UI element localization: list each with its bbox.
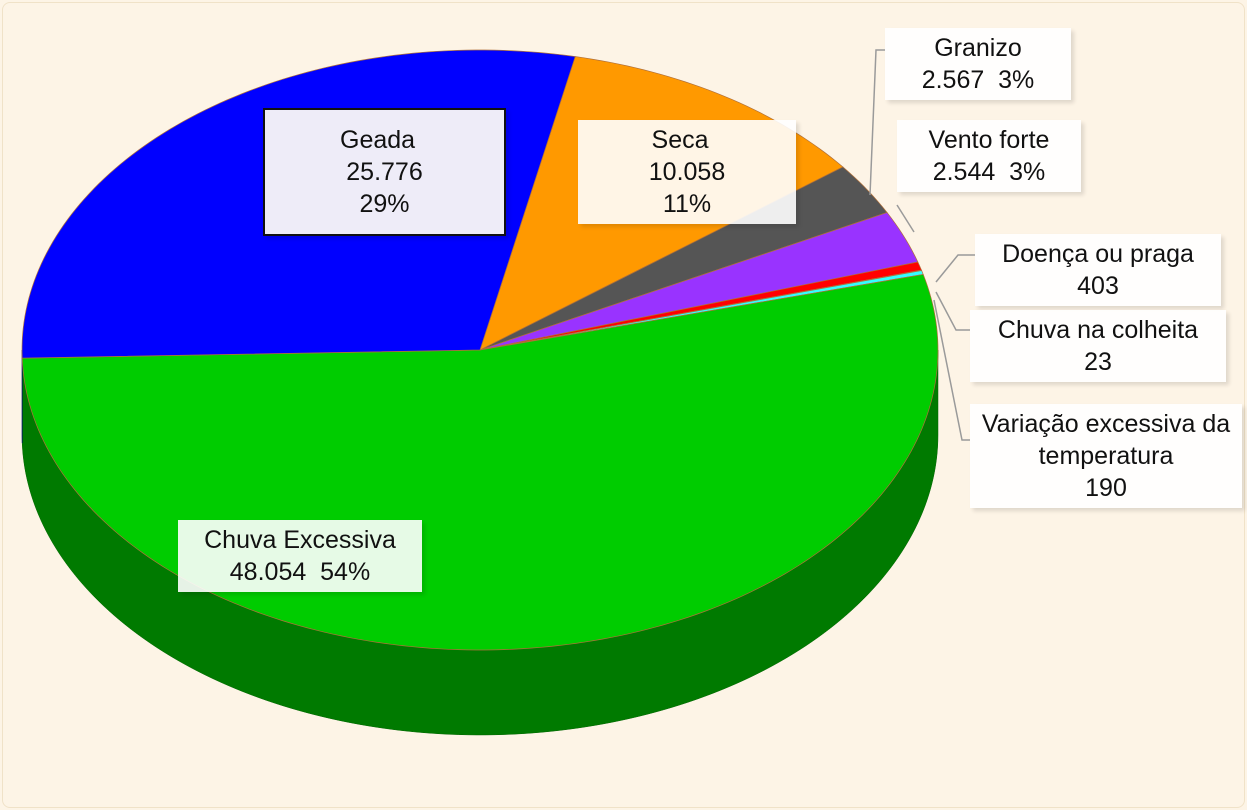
leader-line	[896, 204, 915, 233]
leader-line	[935, 254, 975, 283]
label-percent: 3%	[1009, 158, 1046, 186]
data-label: Vento forte 2.544 3%	[897, 120, 1081, 192]
label-percent: 54%	[320, 558, 371, 586]
label-value: 403	[1077, 272, 1119, 300]
label-name: Granizo	[934, 34, 1022, 62]
data-label: Variação excessiva da temperatura 190	[970, 404, 1242, 508]
label-value: 25.776	[346, 158, 423, 186]
label-percent: 11%	[662, 190, 712, 218]
label-name: Variação excessiva da temperatura	[981, 410, 1231, 470]
leader-line	[935, 291, 970, 331]
label-name: Doença ou praga	[1002, 240, 1194, 268]
data-label: Chuva Excessiva 48.054 54%	[178, 520, 422, 592]
label-value: 2.567	[921, 66, 985, 94]
label-percent: 29%	[359, 190, 410, 218]
data-label: Chuva na colheita 23	[970, 310, 1226, 382]
leader-line	[869, 49, 885, 196]
label-value: 2.544	[932, 158, 996, 186]
data-label: Granizo 2.567 3%	[885, 28, 1071, 100]
label-name: Vento forte	[928, 126, 1050, 154]
data-label: Seca 10.058 11%	[578, 120, 796, 224]
data-label: Doença ou praga 403	[975, 234, 1221, 306]
data-label: Geada 25.776 29%	[263, 108, 506, 236]
label-name: Geada	[340, 126, 416, 154]
label-value: 10.058	[648, 158, 726, 186]
label-name: Chuva Excessiva	[204, 526, 396, 554]
slice	[479, 212, 919, 351]
label-name: Seca	[651, 126, 709, 154]
leader-line	[933, 299, 970, 441]
label-percent: 3%	[998, 66, 1035, 94]
label-value: 23	[1084, 348, 1112, 376]
label-name: Chuva na colheita	[997, 316, 1199, 344]
label-value: 48.054	[229, 558, 307, 586]
label-value: 190	[1085, 474, 1127, 502]
